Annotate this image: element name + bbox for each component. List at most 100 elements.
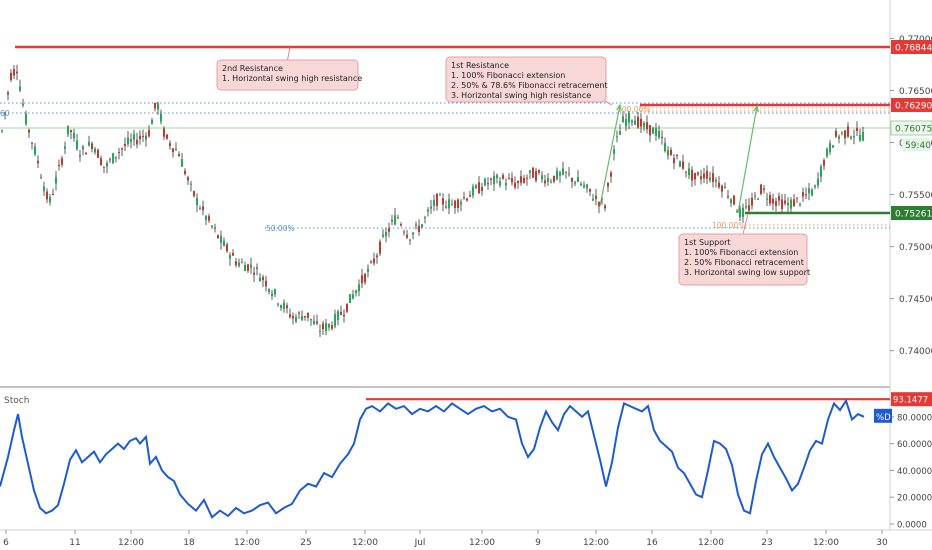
candle-body	[847, 126, 849, 137]
candle-body	[448, 199, 450, 209]
candle-body	[148, 130, 150, 137]
candle-body	[187, 177, 189, 181]
candle-body	[106, 162, 108, 167]
candle-body	[178, 154, 180, 157]
candle-body	[382, 234, 384, 237]
candle-body	[229, 254, 231, 259]
candle-body	[778, 196, 780, 201]
candle-body	[724, 186, 726, 189]
candle-body	[703, 173, 705, 179]
candle-body	[241, 261, 243, 263]
current-price-tag	[890, 120, 932, 136]
candle-body	[361, 275, 363, 284]
candle-body	[460, 202, 462, 205]
candle-body	[412, 232, 414, 235]
candle-body	[769, 195, 771, 204]
candle-body	[787, 202, 789, 206]
candle-body	[100, 158, 102, 166]
candle-body	[715, 179, 717, 182]
fib-label: 50.00%	[266, 224, 295, 233]
candle-body	[859, 134, 861, 141]
fib-label: 100.00%	[617, 105, 650, 114]
candle-body	[709, 177, 711, 181]
candle-body	[172, 148, 174, 153]
candle-body	[781, 199, 783, 210]
stoch-percent-d-line	[0, 398, 865, 519]
candle-body	[745, 206, 747, 208]
candle-body	[658, 130, 660, 138]
candle-body	[94, 148, 96, 153]
candle-body	[574, 182, 576, 184]
projection-arrows	[599, 103, 759, 214]
candle-body	[553, 175, 555, 182]
candle-body	[649, 125, 651, 136]
candle-body	[523, 178, 525, 183]
projection-arrow-head	[616, 103, 622, 111]
candle-body	[571, 178, 573, 182]
time-tick-label: 6	[3, 538, 9, 548]
candle-body	[49, 197, 51, 203]
candle-body	[433, 199, 435, 206]
time-tick-label: 18	[183, 538, 195, 548]
candle-body	[298, 312, 300, 314]
candle-body	[112, 153, 114, 164]
candle-body	[673, 158, 675, 164]
candle-body	[721, 185, 723, 192]
candle-body	[262, 276, 264, 281]
candle-body	[364, 273, 366, 283]
candle-body	[793, 199, 795, 207]
annotation-text: 2. 50% & 78.6% Fibonacci retracement	[451, 81, 608, 90]
candle-body	[256, 267, 258, 269]
candle-body	[469, 195, 471, 197]
annotation-pointer	[742, 213, 749, 235]
candle-body	[457, 199, 459, 208]
candle-body	[31, 142, 33, 144]
candle-body	[625, 119, 627, 127]
candle-body	[373, 258, 375, 264]
candle-body	[652, 127, 654, 134]
candle-body	[517, 180, 519, 184]
candle-body	[862, 131, 864, 141]
candle-body	[583, 185, 585, 188]
candle-body	[748, 205, 750, 211]
candle-body	[40, 177, 42, 179]
time-tick-label: 12:00	[698, 538, 724, 548]
candle-body	[463, 197, 465, 199]
candle-body	[841, 132, 843, 134]
candle-body	[208, 216, 210, 221]
candle-body	[415, 224, 417, 226]
time-tick-label: 12:00	[352, 538, 378, 548]
annotation-box	[678, 233, 808, 286]
candle-body	[103, 166, 105, 168]
stoch-level-label: 93.1477	[893, 396, 928, 406]
candle-body	[325, 323, 327, 331]
candle-body	[622, 116, 624, 123]
candle-body	[16, 71, 18, 74]
candle-body	[712, 173, 714, 182]
candle-body	[481, 187, 483, 191]
time-tick-label: 30	[876, 538, 888, 548]
candle-body	[538, 170, 540, 173]
candle-body	[388, 228, 390, 232]
time-tick-label: 12:00	[813, 538, 839, 548]
stoch-level-tag	[891, 392, 932, 407]
candle-body	[214, 227, 216, 229]
candle-body	[640, 118, 642, 127]
candle-body	[358, 284, 360, 292]
candle-body	[349, 294, 351, 303]
candle-body	[202, 206, 204, 211]
candle-body	[316, 321, 318, 324]
candle-body	[334, 314, 336, 327]
projection-arrow	[737, 105, 758, 214]
candle-body	[421, 224, 423, 228]
time-tick-label: 16	[646, 538, 658, 548]
candle-body	[727, 196, 729, 198]
candle-body	[823, 160, 825, 166]
candle-body	[109, 159, 111, 161]
candle-body	[718, 182, 720, 188]
candle-body	[190, 183, 192, 185]
candle-body	[391, 219, 393, 221]
candle-body	[442, 198, 444, 205]
